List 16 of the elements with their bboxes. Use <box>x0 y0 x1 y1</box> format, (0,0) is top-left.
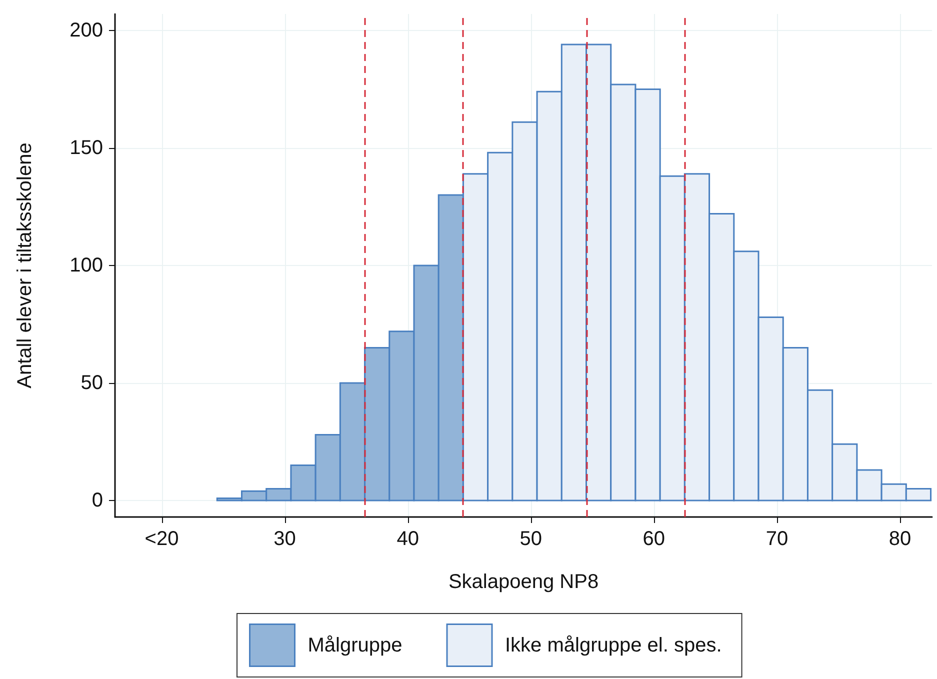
x-tick-label: 80 <box>888 528 912 550</box>
x-tick-label: 70 <box>766 528 788 550</box>
y-tick-label: 200 <box>70 19 103 42</box>
x-axis-title: Skalapoeng NP8 <box>448 571 599 593</box>
y-tick-label: 0 <box>92 490 103 512</box>
legend-label: Målgruppe <box>308 634 402 656</box>
y-tick-label: 50 <box>80 372 103 394</box>
y-axis-title: Antall elever i tiltaksskolene <box>14 142 36 388</box>
y-tick-label: 150 <box>70 136 103 159</box>
x-tick-label: <20 <box>144 528 179 550</box>
y-tick-label: 100 <box>70 254 103 276</box>
x-tick-label: 40 <box>396 528 419 550</box>
x-tick-label: 50 <box>520 528 542 550</box>
x-tick-label: 30 <box>274 528 296 550</box>
legend-label: Ikke målgruppe el. spes. <box>505 634 722 656</box>
x-tick-label: 60 <box>642 528 666 550</box>
